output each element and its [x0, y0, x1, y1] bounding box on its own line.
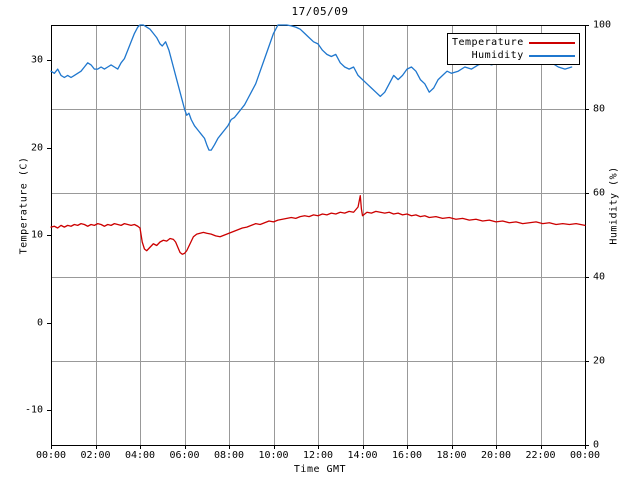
y-tick-left: 20: [30, 142, 43, 153]
x-tick: 12:00: [302, 450, 334, 461]
x-tick: 06:00: [169, 450, 200, 461]
x-axis-label: Time GMT: [293, 464, 347, 475]
x-tick: 22:00: [525, 450, 556, 461]
legend-label: Humidity: [471, 50, 524, 61]
x-tick: 10:00: [258, 450, 289, 461]
legend-item-humidity[interactable]: Humidity: [452, 49, 575, 62]
x-tick: 00:00: [35, 450, 67, 461]
y-tick-left: 30: [30, 54, 43, 66]
x-tick: 18:00: [436, 450, 467, 461]
chart-legend: Temperature Humidity: [447, 33, 580, 65]
y-tick-right: 40: [593, 271, 606, 283]
legend-item-temperature[interactable]: Temperature: [452, 36, 575, 49]
legend-label: Temperature: [452, 37, 524, 48]
y-tick-right: 80: [593, 103, 606, 115]
x-tick: 14:00: [347, 450, 378, 461]
x-tick: 20:00: [480, 450, 512, 461]
x-tick: 16:00: [391, 450, 423, 461]
x-tick: 02:00: [80, 450, 111, 461]
series-line-humidity: [50, 24, 573, 151]
x-tick: 08:00: [213, 450, 245, 461]
y-tick-right: 60: [593, 187, 606, 199]
y-tick-left: 0: [36, 317, 43, 328]
y-tick-right: 20: [593, 355, 606, 367]
chart-title: 17/05/09: [291, 5, 349, 18]
x-tick: 00:00: [569, 450, 601, 461]
y-tick-right: 100: [593, 19, 612, 31]
legend-swatch-temperature: [528, 41, 575, 44]
y-tick-left: -10: [24, 404, 43, 416]
y-tick-right: 0: [593, 439, 600, 451]
y-tick-left: 10: [30, 229, 43, 241]
series-line-temperature: [50, 194, 586, 255]
legend-swatch-humidity: [528, 54, 575, 57]
x-tick: 04:00: [124, 450, 156, 461]
